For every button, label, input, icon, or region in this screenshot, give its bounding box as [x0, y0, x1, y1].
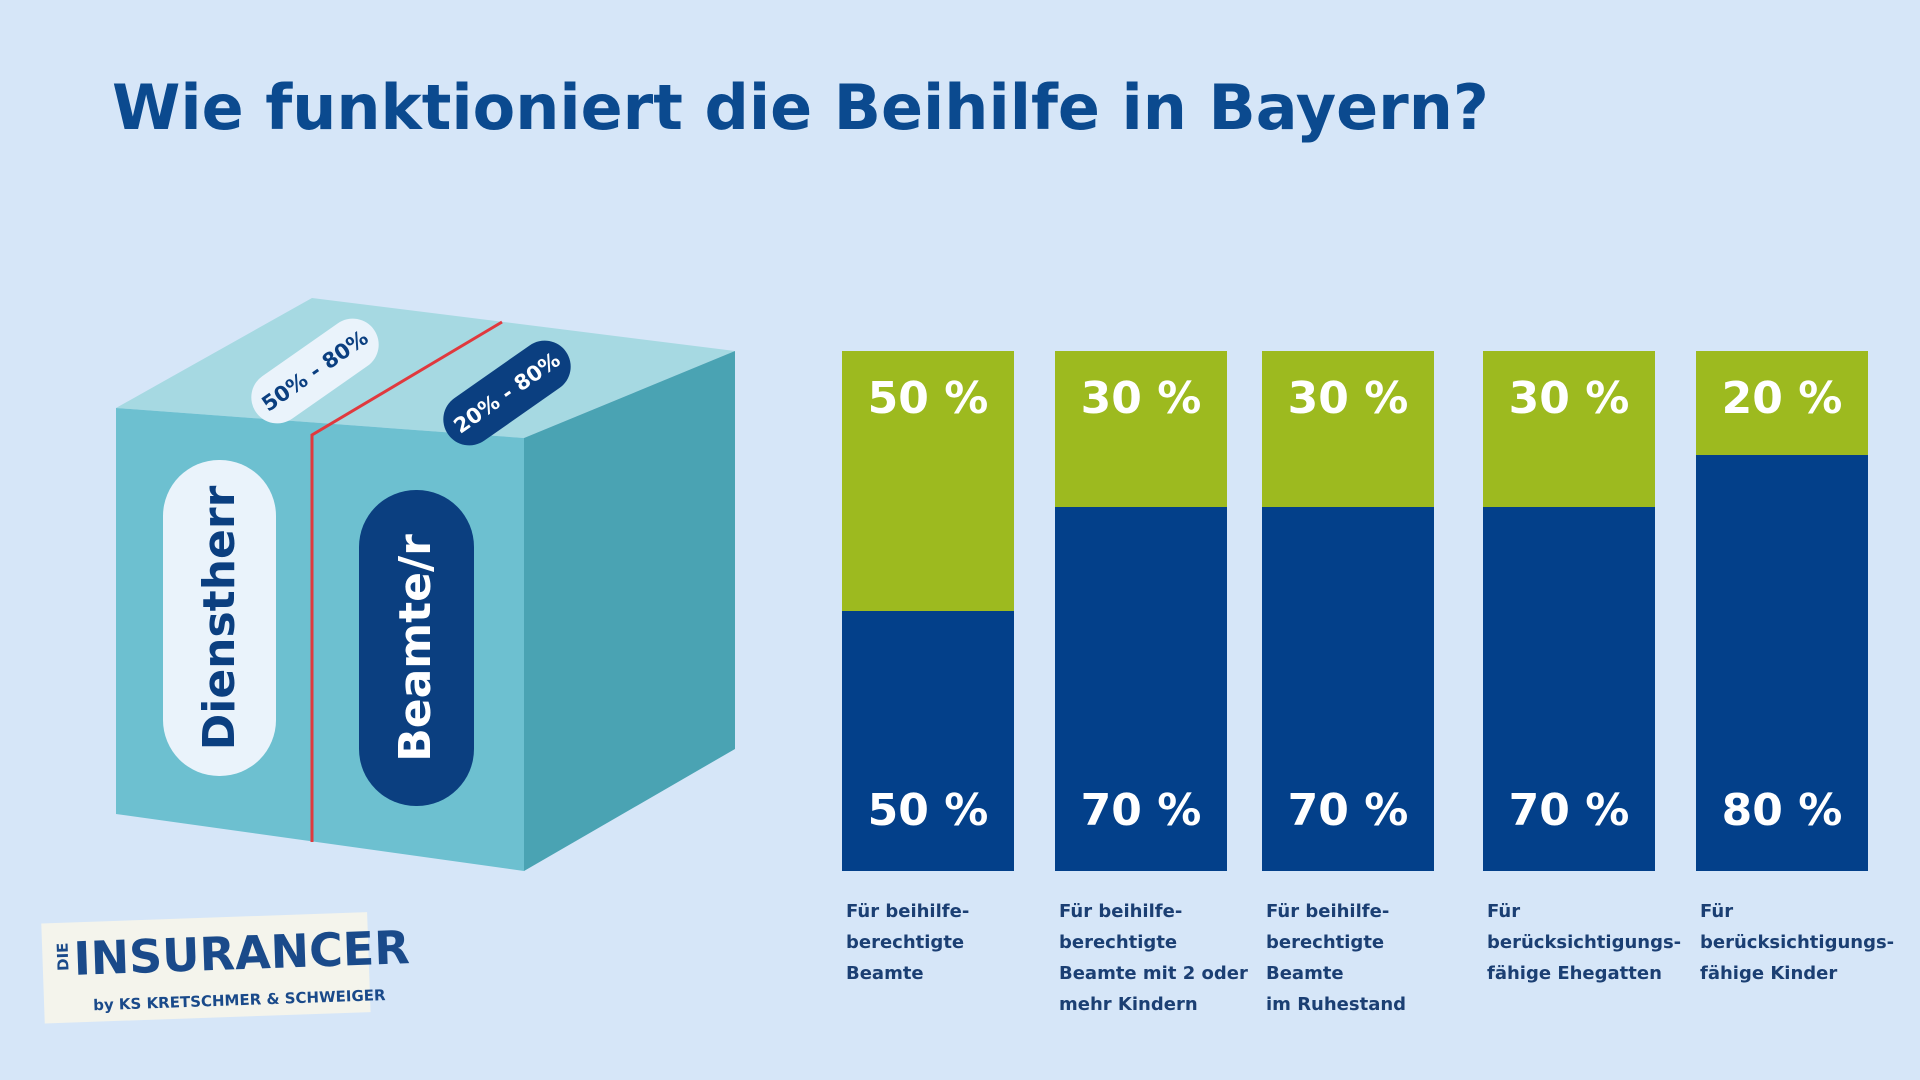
- bar-segment: [1055, 351, 1227, 507]
- cube: Dienstherr Beamte/r 50% - 80% 20% - 80%: [116, 298, 735, 871]
- value-label: 50 %: [868, 785, 989, 836]
- bar-segment: [1262, 507, 1434, 871]
- value-label: 50 %: [868, 373, 989, 424]
- cube-label: Beamte/r: [390, 534, 441, 762]
- bar-segment: [842, 611, 1014, 871]
- value-label: 80 %: [1722, 785, 1843, 836]
- value-label: 70 %: [1081, 785, 1202, 836]
- bar-segment: [1696, 455, 1868, 871]
- value-label: 20 %: [1722, 373, 1843, 424]
- logo: DIE INSURANCER by KS KRETSCHMER & SCHWEI…: [41, 912, 411, 1024]
- pill: [443, 340, 571, 446]
- pill: [251, 318, 379, 424]
- pill: [359, 490, 474, 806]
- title: Wie funktioniert die Beihilfe in Bayern?: [112, 71, 1489, 144]
- value-label: 30 %: [1288, 373, 1409, 424]
- category-label: Für berücksichtigungs- fähige Kinder: [1700, 901, 1895, 984]
- logo-prefix: DIE: [53, 942, 72, 971]
- divider: [310, 320, 503, 842]
- bar-segment: [1696, 351, 1868, 455]
- category-label: Für beihilfe- berechtigte Beamte mit 2 o…: [1059, 901, 1248, 1015]
- bar-segment: [842, 351, 1014, 611]
- logo-title: INSURANCER: [73, 920, 411, 986]
- logo-bg: [41, 912, 371, 1024]
- value-label: 70 %: [1509, 785, 1630, 836]
- category-label: Für berücksichtigungs- fähige Ehegatten: [1487, 901, 1682, 984]
- value-label: 70 %: [1288, 785, 1409, 836]
- bar-segment: [1055, 507, 1227, 871]
- bar-segment: [1262, 351, 1434, 507]
- pill: [163, 460, 276, 776]
- value-label: 30 %: [1509, 373, 1630, 424]
- category-label: Für beihilfe- berechtigte Beamte im Ruhe…: [1266, 901, 1407, 1015]
- bar-segment: [1483, 507, 1655, 871]
- cube-side: [524, 351, 735, 871]
- value-label: 30 %: [1081, 373, 1202, 424]
- category-label: Für beihilfe- berechtigte Beamte: [846, 901, 970, 984]
- cube-label: Dienstherr: [194, 485, 245, 750]
- bar-segment: [1483, 351, 1655, 507]
